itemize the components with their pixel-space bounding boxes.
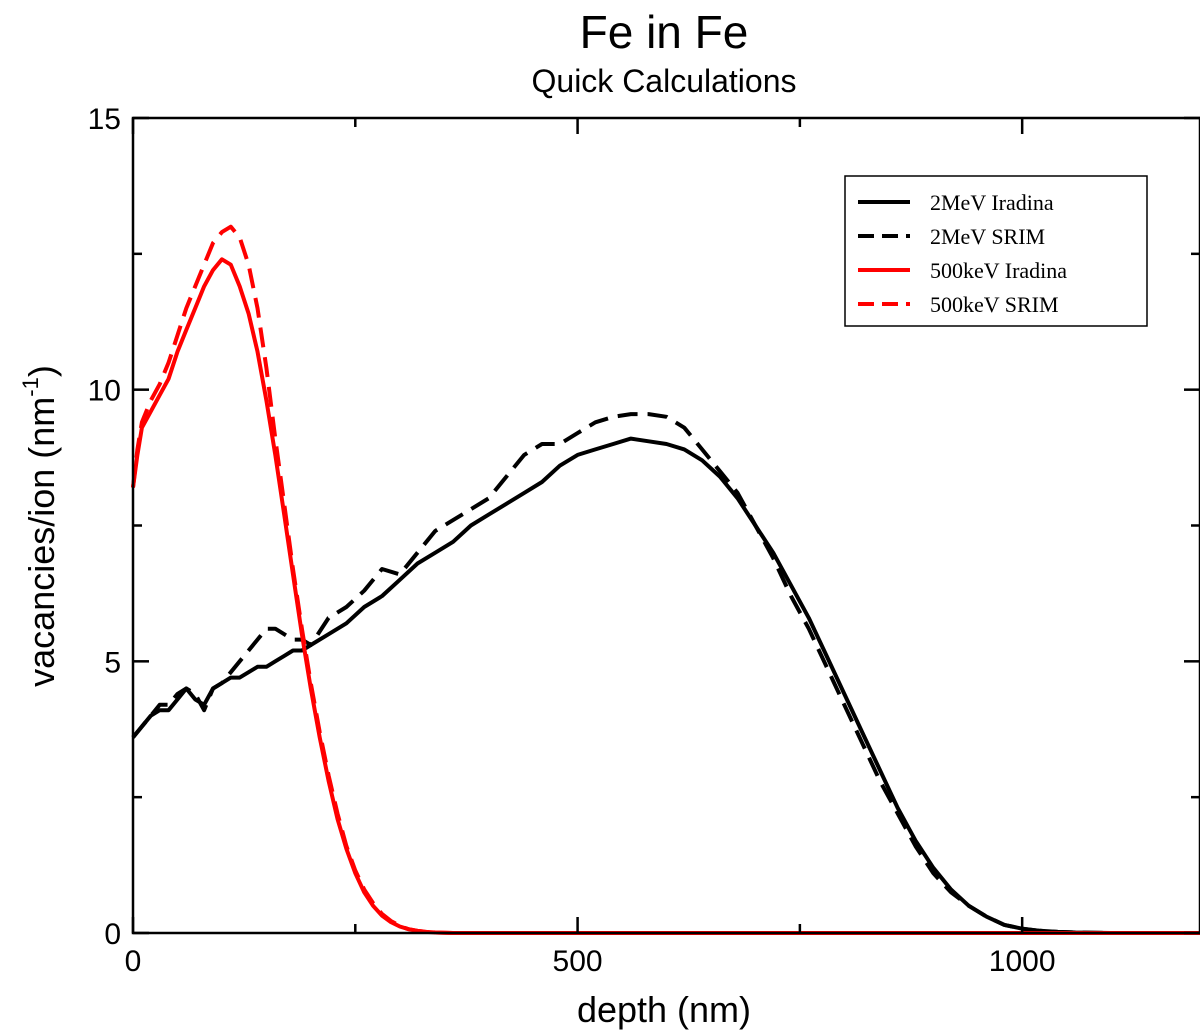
y-tick-label: 15 bbox=[88, 103, 121, 136]
y-tick-label: 5 bbox=[104, 646, 121, 679]
series-line-0 bbox=[131, 436, 1200, 935]
chart-subtitle: Quick Calculations bbox=[532, 63, 797, 99]
series-layer bbox=[131, 224, 1200, 935]
y-tick-label: 0 bbox=[104, 918, 121, 951]
y-axis-label-end: ) bbox=[21, 365, 62, 377]
x-axis-label: depth (nm) bbox=[577, 989, 751, 1030]
x-tick-label: 500 bbox=[553, 945, 603, 978]
y-axis-label-superscript: -1 bbox=[18, 377, 43, 397]
series-line-3 bbox=[131, 224, 1200, 935]
chart-title: Fe in Fe bbox=[580, 6, 749, 58]
x-tick-label: 0 bbox=[125, 945, 142, 978]
y-tick-label: 10 bbox=[88, 375, 121, 408]
x-tick-label: 1000 bbox=[989, 945, 1056, 978]
y-axis-label: vacancies/ion (nm-1) bbox=[18, 365, 62, 687]
legend: 2MeV Iradina 2MeV SRIM 500keV Iradina 500ke… bbox=[844, 175, 1148, 327]
legend-label: 2MeV Iradina bbox=[930, 190, 1054, 215]
legend-label: 2MeV SRIM bbox=[930, 224, 1045, 249]
legend-label: 500keV SRIM bbox=[930, 292, 1059, 317]
ticks-layer: 0 500 1000 0 5 10 15 bbox=[88, 103, 1200, 978]
series-line-1 bbox=[131, 412, 1200, 935]
legend-label: 500keV Iradina bbox=[930, 258, 1067, 283]
series-line-2 bbox=[131, 257, 1200, 935]
y-axis-label-main: vacancies/ion (nm bbox=[21, 397, 62, 687]
